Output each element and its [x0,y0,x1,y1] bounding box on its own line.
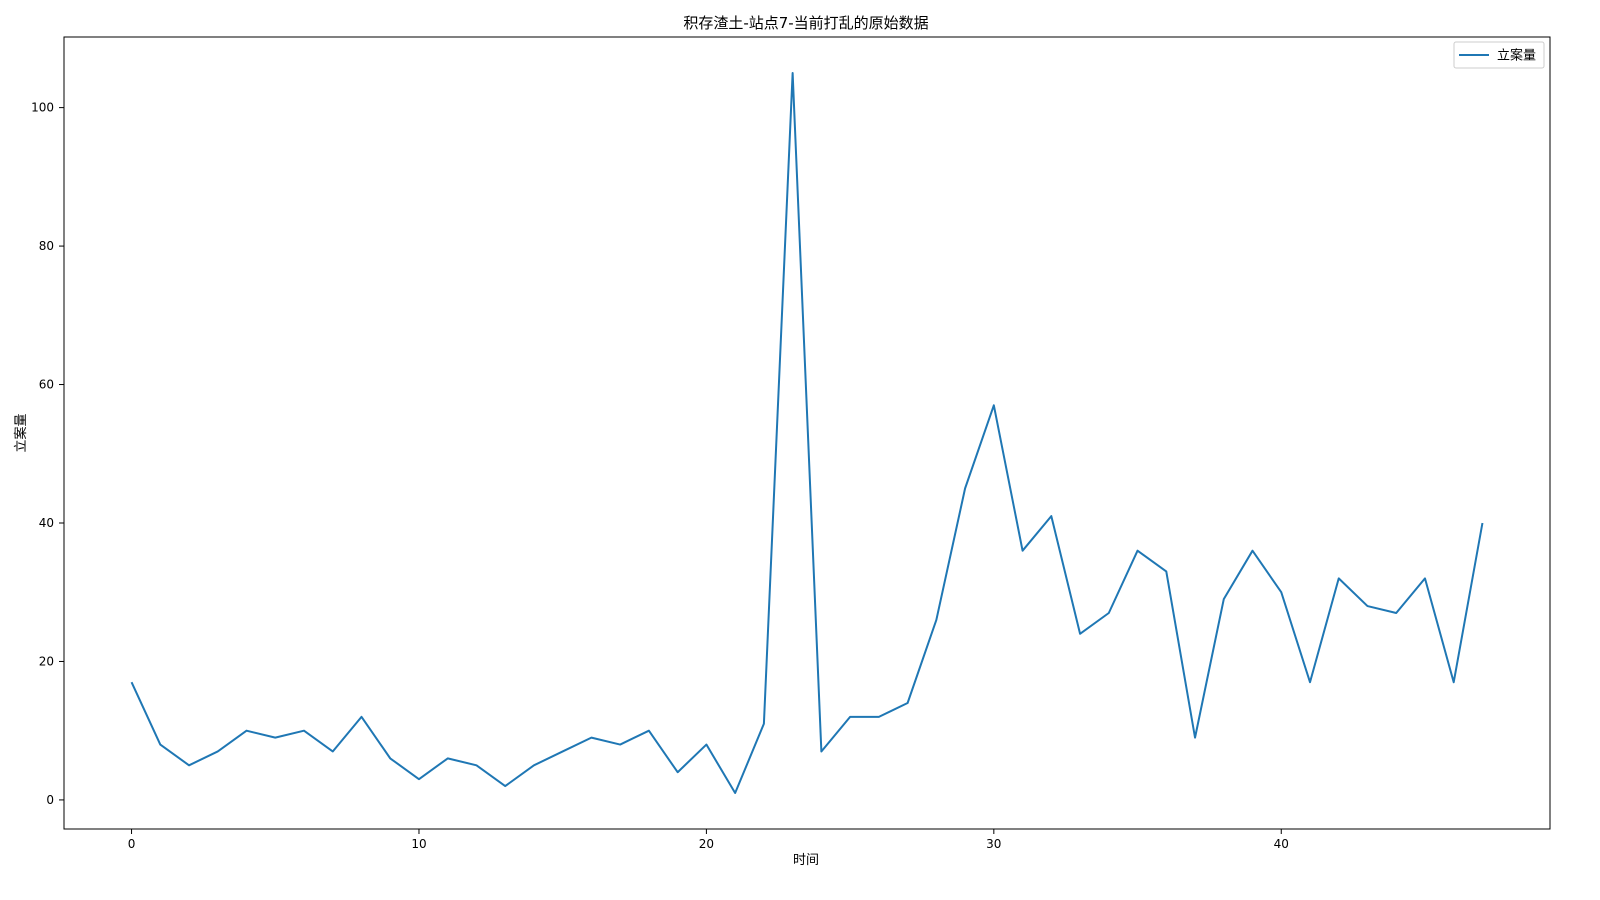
y-tick-label: 20 [39,654,54,668]
x-tick-label: 10 [411,837,426,851]
legend-box [1453,41,1545,69]
x-tick-label: 30 [986,837,1001,851]
y-tick-label: 40 [39,516,54,530]
y-tick-label: 60 [39,378,54,392]
legend-label: 立案量 [1497,49,1536,64]
y-tick-label: 80 [39,239,54,253]
x-tick-label: 0 [128,837,136,851]
x-axis: 0 10 20 30 40 [128,829,1289,851]
series-line [130,72,1484,794]
y-axis: 0 20 40 60 80 100 [31,101,64,807]
series-layer [130,72,1484,794]
legend: 立案量 [1453,41,1545,69]
chart-title: 积存渣土-站点7-当前打乱的原始数据 [683,14,928,32]
x-axis-title: 时间 [793,853,819,868]
y-axis-title: 立案量 [14,413,29,452]
x-tick-label: 40 [1274,837,1289,851]
x-tick-label: 20 [699,837,714,851]
y-tick-label: 100 [31,101,54,115]
y-tick-label: 0 [46,793,54,807]
